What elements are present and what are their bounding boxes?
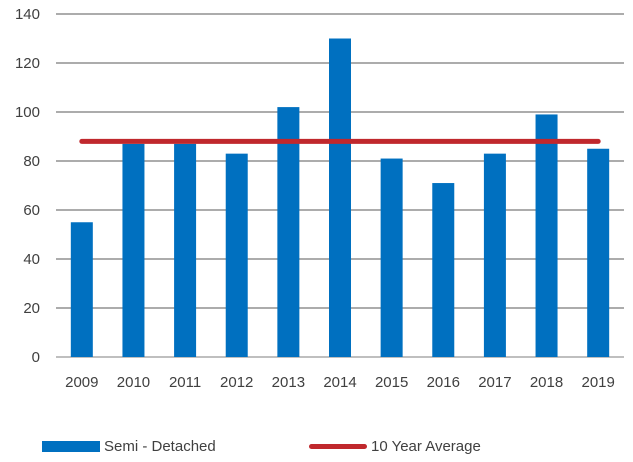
legend-item-bars: Semi - Detached [42,436,216,456]
bar-2012 [225,153,248,357]
y-axis: 0 20 40 60 80 100 120 140 [15,6,40,366]
x-tick-label: 2019 [581,374,614,391]
legend: Semi - Detached 10 Year Average [0,436,633,462]
y-tick-label: 20 [23,300,40,317]
y-tick-label: 140 [15,6,40,23]
legend-label-bars: Semi - Detached [104,437,216,455]
legend-bar-swatch [42,440,100,452]
y-tick-label: 40 [23,251,40,268]
bar-2019 [587,148,610,357]
x-tick-label: 2009 [65,374,98,391]
x-tick-label: 2012 [220,374,253,391]
x-tick-label: 2014 [323,374,356,391]
x-tick-label: 2015 [375,374,408,391]
x-axis: 2009 2010 2011 2012 2013 2014 2015 2016 2017 2018… [65,374,615,391]
x-tick-label: 2018 [530,374,563,391]
bar-2018 [535,114,558,357]
bar-2014 [329,38,351,357]
bar-series [70,38,610,357]
y-tick-label: 60 [23,202,40,219]
bar-2009 [70,222,93,357]
y-tick-label: 80 [23,153,40,170]
x-tick-label: 2017 [478,374,511,391]
bar-2013 [277,107,300,357]
bar-2017 [483,153,506,357]
y-tick-label: 120 [15,55,40,72]
legend-line-swatch [309,443,367,449]
legend-item-line: 10 Year Average [309,436,481,456]
bar-2016 [432,183,455,357]
x-tick-label: 2011 [169,374,201,391]
y-tick-label: 0 [32,349,40,366]
x-tick-label: 2013 [272,374,305,391]
bar-2015 [380,158,403,357]
legend-label-line: 10 Year Average [371,437,481,455]
bar-2010 [122,143,145,357]
x-tick-label: 2016 [427,374,460,391]
bar-2011 [174,143,197,357]
x-tick-label: 2010 [117,374,150,391]
y-tick-label: 100 [15,104,40,121]
